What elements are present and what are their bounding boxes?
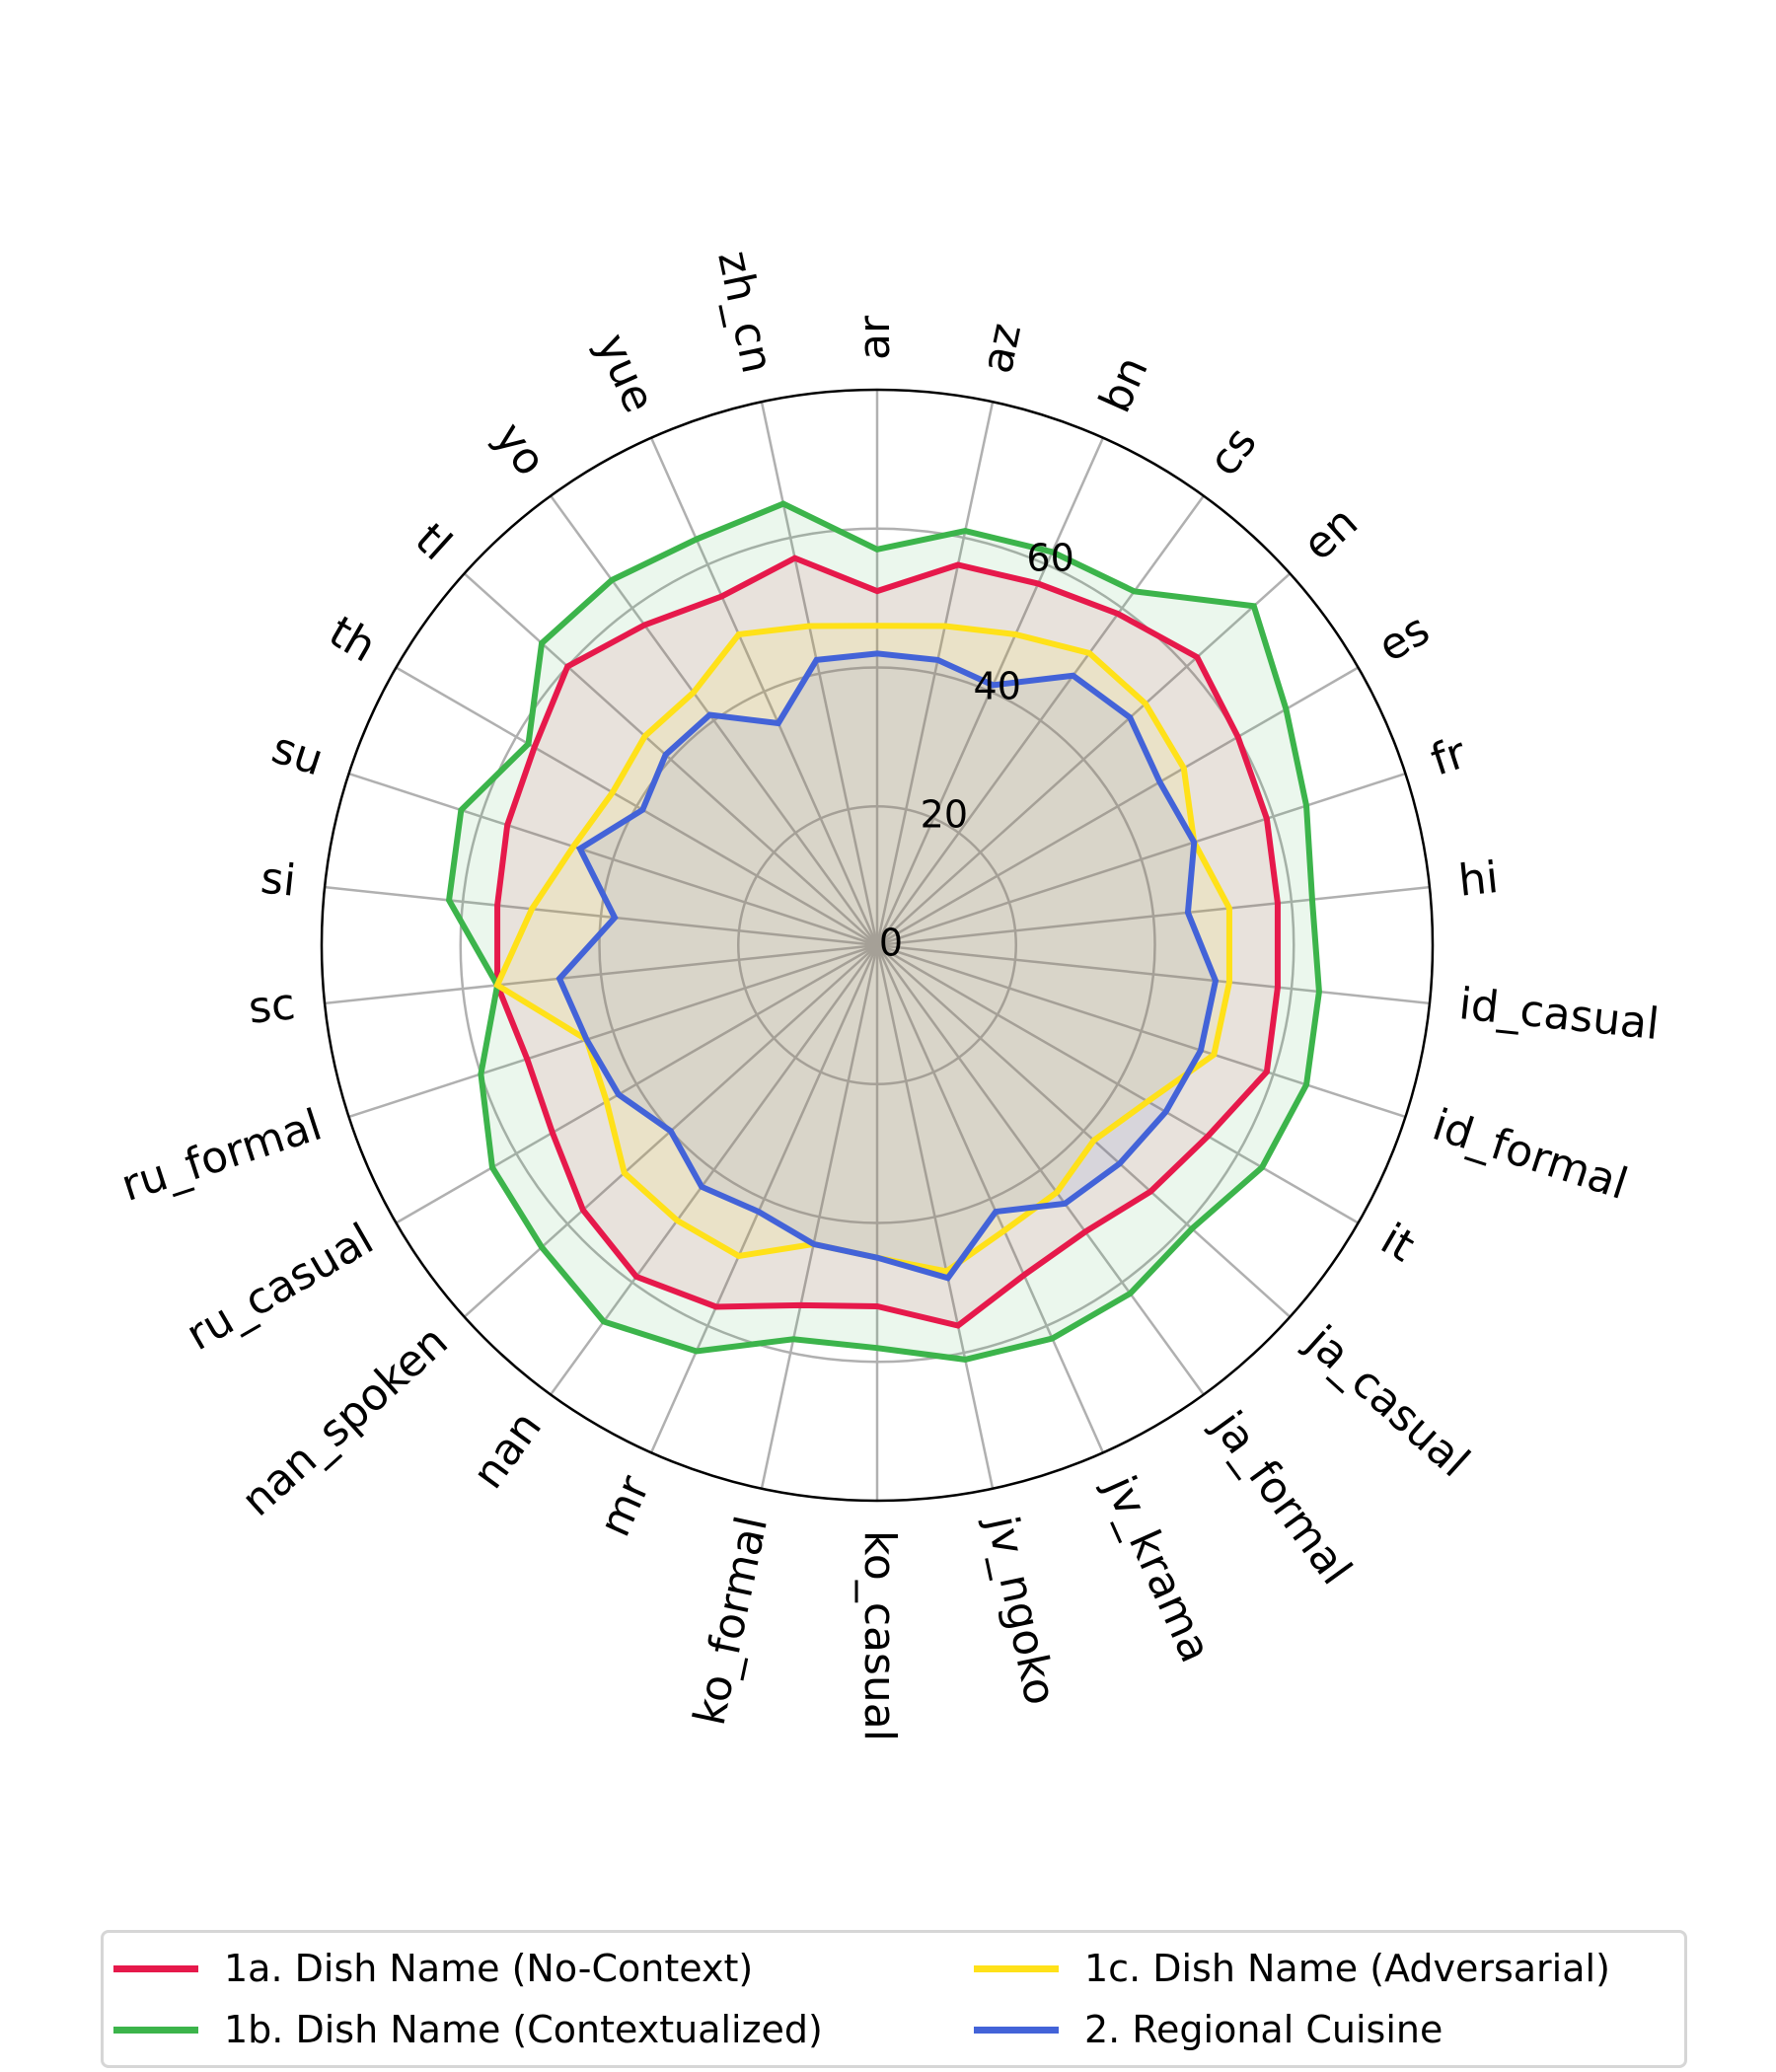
- spoke-zh_cn: [760, 402, 879, 946]
- category-label-es: es: [1370, 604, 1439, 672]
- spoke-en: [876, 572, 1292, 946]
- category-label-jv_ngoko: jv_ngoko: [977, 1511, 1066, 1709]
- category-label-zh_cn: zh_cn: [707, 247, 782, 378]
- category-label-hi: hi: [1456, 852, 1501, 907]
- series-fill-3: [497, 626, 1229, 1272]
- category-label-ko_casual: ko_casual: [854, 1530, 905, 1741]
- legend-label-1a: 1a. Dish Name (No-Context): [224, 1947, 754, 1990]
- spoke-id_casual: [876, 943, 1431, 1005]
- category-label-en: en: [1294, 497, 1368, 571]
- spoke-ru_formal: [348, 943, 878, 1119]
- category-label-yue: yue: [586, 327, 665, 420]
- series-line-2: [445, 500, 1322, 1363]
- category-label-sc: sc: [246, 979, 297, 1034]
- category-label-ru_formal: ru_formal: [115, 1100, 328, 1212]
- series-fill-1: [497, 557, 1278, 1326]
- spoke-si: [324, 885, 878, 947]
- legend-label-2: 2. Regional Cuisine: [1084, 2008, 1443, 2051]
- category-label-jv_krama: jv_krama: [1094, 1467, 1221, 1669]
- legend-swatch-2: [974, 2026, 1059, 2034]
- legend-label-1b: 1b. Dish Name (Contextualized): [224, 2008, 823, 2051]
- spoke-es: [876, 666, 1360, 947]
- spoke-yo: [550, 494, 879, 946]
- legend-swatch-1a: [113, 1964, 198, 1972]
- category-label-id_formal: id_formal: [1427, 1100, 1634, 1211]
- category-label-nan_spoken: nan_spoken: [232, 1316, 457, 1526]
- category-label-id_casual: id_casual: [1456, 979, 1662, 1050]
- category-label-it: it: [1372, 1214, 1423, 1272]
- spoke-tl: [463, 572, 878, 946]
- spoke-ru_casual: [395, 943, 878, 1224]
- radial-tick-labels: 0 20 40 60: [879, 536, 1074, 964]
- category-label-ar: ar: [850, 315, 900, 360]
- spoke-sc: [324, 943, 878, 1005]
- spoke-it: [876, 943, 1360, 1224]
- category-label-ru_casual: ru_casual: [178, 1214, 382, 1361]
- category-label-ko_formal: ko_formal: [685, 1512, 778, 1730]
- category-label-ja_formal: ja_formal: [1202, 1401, 1361, 1593]
- legend-swatch-1b: [113, 2026, 198, 2034]
- spoke-jv_ngoko: [875, 944, 995, 1489]
- spoke-yue: [649, 437, 879, 946]
- spoke-id_formal: [876, 943, 1406, 1119]
- series-lines: [445, 500, 1322, 1363]
- series-line-1: [494, 555, 1281, 1329]
- spoke-th: [395, 666, 878, 947]
- legend-label-1c: 1c. Dish Name (Adversarial): [1084, 1947, 1610, 1990]
- spoke-ja_formal: [875, 944, 1205, 1396]
- category-label-yo: yo: [484, 413, 555, 485]
- spoke-bn: [875, 437, 1105, 946]
- legend-item-2: 2. Regional Cuisine: [974, 2002, 1443, 2057]
- legend-item-1a: 1a. Dish Name (No-Context): [113, 1941, 753, 1996]
- category-label-si: si: [259, 852, 298, 906]
- radial-tick-20: 20: [921, 792, 968, 836]
- category-label-su: su: [266, 722, 330, 785]
- spoke-cs: [875, 494, 1205, 946]
- category-label-bn: bn: [1090, 349, 1158, 420]
- spoke-hi: [876, 885, 1431, 947]
- series-line-4: [555, 650, 1220, 1282]
- category-label-cs: cs: [1199, 418, 1267, 485]
- legend-item-1c: 1c. Dish Name (Adversarial): [974, 1941, 1610, 1996]
- radial-tick-40: 40: [974, 664, 1021, 707]
- series-fill-4: [559, 653, 1216, 1279]
- category-label-ja_casual: ja_casual: [1296, 1315, 1479, 1487]
- category-label-mr: mr: [589, 1468, 660, 1544]
- spoke-su: [348, 772, 878, 947]
- spoke-az: [875, 402, 995, 946]
- radial-tick-0: 0: [879, 922, 903, 965]
- outer-frame: [320, 388, 1435, 1503]
- spoke-ja_casual: [876, 944, 1292, 1318]
- category-label-fr: fr: [1425, 727, 1473, 785]
- legend: 1a. Dish Name (No-Context) 1b. Dish Name…: [101, 1930, 1687, 2068]
- spoke-jv_krama: [875, 944, 1105, 1453]
- spoke-ko_formal: [760, 944, 879, 1489]
- spoke-mr: [649, 944, 879, 1453]
- legend-item-1b: 1b. Dish Name (Contextualized): [113, 2002, 823, 2057]
- category-label-az: az: [972, 319, 1031, 378]
- radial-tick-60: 60: [1026, 536, 1073, 579]
- spoke-fr: [876, 772, 1406, 947]
- category-label-nan: nan: [463, 1402, 552, 1498]
- category-label-th: th: [321, 607, 385, 673]
- category-label-tl: tl: [406, 514, 461, 571]
- legend-swatch-1c: [974, 1964, 1059, 1972]
